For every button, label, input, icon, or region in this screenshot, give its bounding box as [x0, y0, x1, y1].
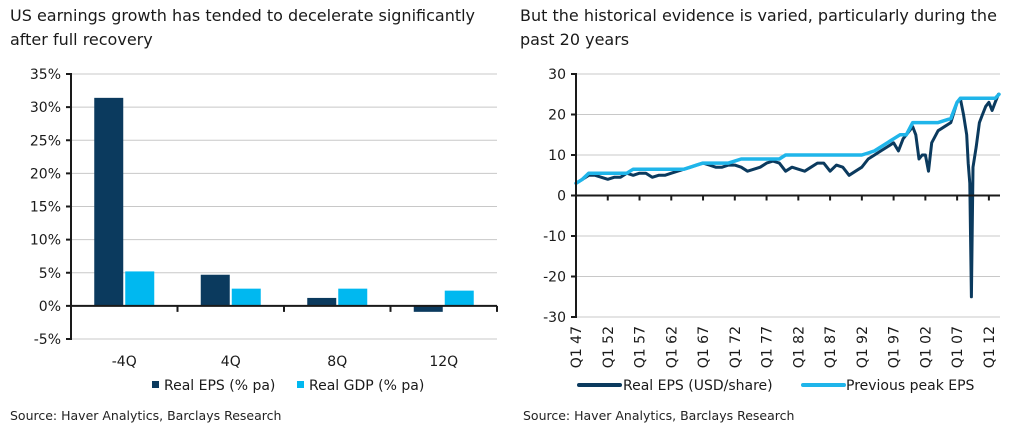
x-tick-label: Q1 07 [950, 326, 966, 368]
x-tick-label: Q1 02 [918, 326, 934, 368]
x-tick-label: Q1 72 [728, 326, 744, 368]
x-tick-label: Q1 82 [791, 326, 807, 368]
bar-real-eps [413, 305, 443, 312]
bar-real-eps [307, 297, 337, 306]
y-tick-label: 25% [30, 133, 61, 149]
y-tick-label: -30 [543, 310, 566, 326]
x-tick-label: Q1 87 [823, 326, 839, 368]
bar-real-gdp [125, 271, 155, 306]
x-tick-label: Q1 47 [569, 326, 585, 368]
right-source-note: Source: Haver Analytics, Barclays Resear… [523, 408, 795, 423]
y-tick-label: 0% [39, 299, 61, 315]
x-tick-label: Q1 97 [887, 326, 903, 368]
x-category-label: 8Q [327, 354, 347, 370]
legend-label-real-eps: Real EPS (USD/share) [623, 378, 773, 394]
legend-label-real-eps: Real EPS (% pa) [164, 378, 275, 394]
legend-swatch-real-eps [152, 381, 159, 388]
x-tick-label: Q1 92 [855, 326, 871, 368]
bar-chart-eps-gdp: -5% 0% 5% 10% 15% 20% 25% 30% 35% -4Q 4Q 8Q 12Q Real … [30, 67, 498, 394]
bar-real-eps [200, 274, 230, 306]
x-tick-label: Q1 12 [982, 326, 998, 368]
x-tick-label: Q1 57 [633, 326, 649, 368]
y-tick-label: 35% [30, 67, 61, 83]
series-line-real-eps [574, 92, 1000, 299]
series-line-previous-peak-eps [574, 92, 1001, 186]
x-tick-label: Q1 77 [760, 326, 776, 368]
bar-real-gdp [231, 288, 261, 306]
y-tick-label: 0 [557, 189, 566, 205]
bar-real-gdp [338, 288, 368, 306]
y-tick-label: 15% [30, 200, 61, 216]
legend-swatch-real-gdp [297, 381, 304, 388]
x-tick-label: Q1 62 [664, 326, 680, 368]
y-tick-label: -10 [543, 229, 566, 245]
y-tick-label: 30% [30, 100, 61, 116]
y-tick-label: 20% [30, 166, 61, 182]
y-tick-label: -5% [34, 332, 61, 348]
x-category-label: 4Q [221, 354, 241, 370]
x-tick-label: Q1 52 [601, 326, 617, 368]
bar-real-eps [94, 97, 124, 306]
x-category-label: 12Q [429, 354, 458, 370]
x-category-label: -4Q [112, 354, 137, 370]
legend-label-real-gdp: Real GDP (% pa) [309, 378, 424, 394]
y-tick-label: 30 [548, 67, 566, 83]
y-tick-label: -20 [543, 270, 566, 286]
right-chart-title: But the historical evidence is varied, p… [520, 6, 997, 49]
y-tick-label: 10% [30, 233, 61, 249]
y-tick-label: 20 [548, 108, 566, 124]
bar-real-gdp [444, 290, 474, 306]
left-chart-title: US earnings growth has tended to deceler… [10, 6, 476, 49]
x-tick-label: Q1 67 [696, 326, 712, 368]
legend-label-previous-peak-eps: Previous peak EPS [846, 378, 975, 394]
y-tick-label: 5% [39, 266, 61, 282]
left-source-note: Source: Haver Analytics, Barclays Resear… [10, 408, 282, 423]
y-tick-label: 10 [548, 148, 566, 164]
